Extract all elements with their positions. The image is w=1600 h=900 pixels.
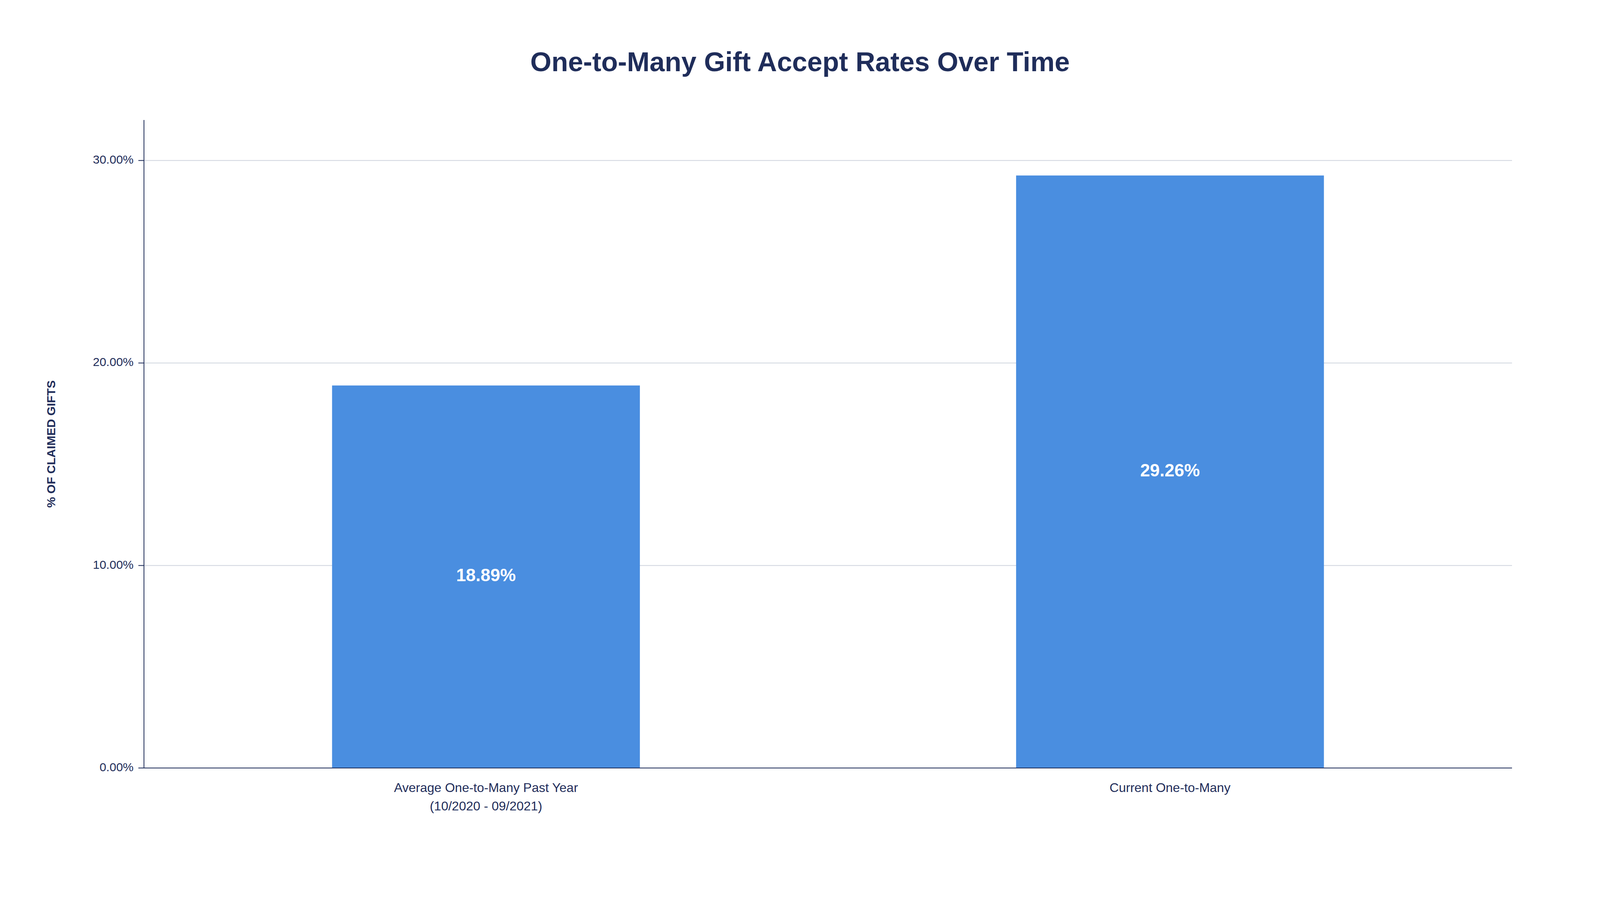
chart-container: One-to-Many Gift Accept Rates Over Time 0…: [0, 0, 1600, 900]
chart-svg: One-to-Many Gift Accept Rates Over Time 0…: [0, 0, 1600, 900]
bar: [331, 385, 640, 768]
tick-label: 10.00%: [92, 557, 134, 572]
grid-line: [143, 159, 1513, 161]
tick-mark: [138, 565, 144, 566]
y-axis-label: % OF CLAIMED GIFTS: [44, 380, 58, 508]
background: [0, 0, 1600, 900]
x-ticks: Average One-to-Many Past Year(10/2020 - …: [393, 780, 1231, 813]
tick-label: 20.00%: [92, 355, 134, 369]
data-labels: 18.89% 29.26%: [456, 460, 1201, 585]
bars: [331, 175, 1324, 768]
grid: [143, 160, 1513, 768]
tick-mark: [138, 159, 144, 161]
bar: [1016, 175, 1325, 768]
y-ticks: 0.00% 10.00% 20.00% 30.00%: [92, 152, 144, 774]
data-label: 29.26%: [1140, 460, 1200, 480]
category-label: Current One-to-Many: [1109, 780, 1231, 795]
tick-mark: [138, 362, 144, 364]
tick-label: 30.00%: [92, 152, 134, 166]
tick-label: 0.00%: [99, 760, 134, 774]
x-axis-line: [143, 767, 1513, 769]
category-label: Average One-to-Many Past Year(10/2020 - …: [393, 780, 578, 813]
y-axis-line: [143, 119, 145, 768]
grid-line: [143, 767, 1513, 769]
data-label: 18.89%: [456, 565, 516, 585]
tick-mark: [138, 767, 144, 769]
title: One-to-Many Gift Accept Rates Over Time: [530, 46, 1070, 77]
